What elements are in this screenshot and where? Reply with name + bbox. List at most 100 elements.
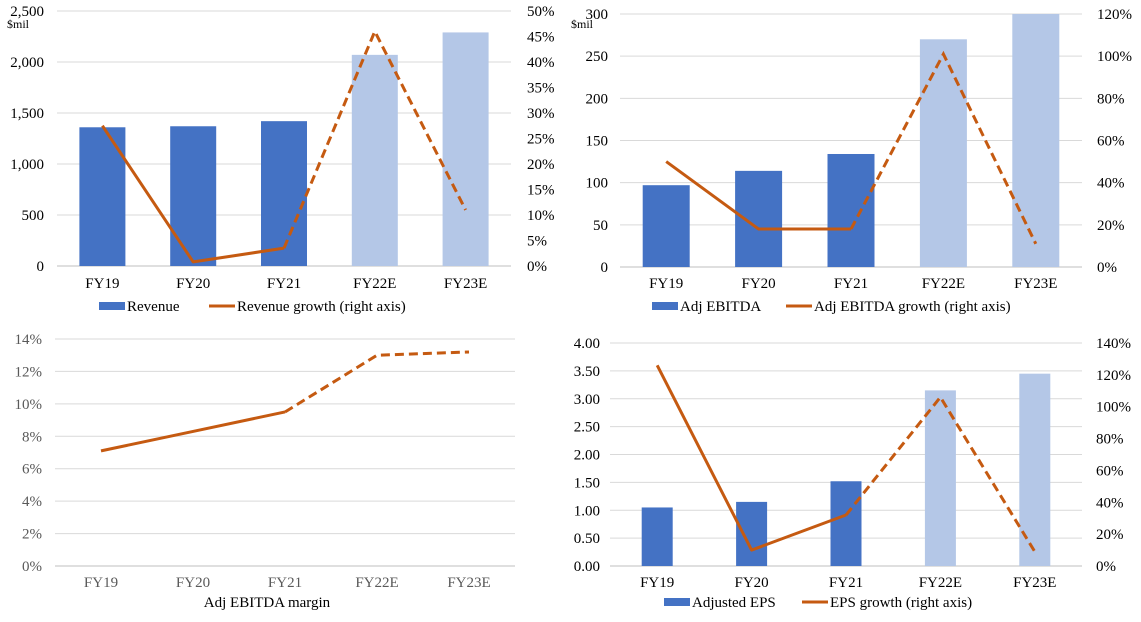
y-left-tick-label: 12% [15, 364, 43, 380]
x-category-label: FY20 [176, 575, 210, 591]
legend-label: Revenue growth (right axis) [237, 299, 406, 315]
y-right-tick-label: 80% [1097, 91, 1125, 107]
y-left-tick-label: 0% [22, 559, 42, 575]
y-left-tick-label: 0.50 [574, 531, 600, 547]
bar-fy20 [736, 501, 768, 566]
x-category-label: FY19 [85, 276, 119, 292]
y-left-tick-label: 2,500 [10, 4, 44, 20]
chart-panel-2: 0 50 100 150 200 250 300 0% 20% 40% 60% 80% 100% 120%… [571, 7, 1132, 315]
x-category-label: FY23E [447, 575, 490, 591]
y-right-tick-label: 50% [527, 4, 555, 20]
x-category-label: FY22E [353, 276, 396, 292]
y-right-tick-label: 20% [527, 157, 555, 173]
y-left-tick-label: 3.50 [574, 364, 600, 380]
x-category-label: FY23E [1013, 575, 1056, 591]
line-series-estimate [844, 394, 1037, 553]
y-left-tick-label: 200 [586, 91, 609, 107]
x-category-label: FY21 [268, 575, 302, 591]
y-left-tick-label: 2.00 [574, 448, 600, 464]
chart-panel-3: 0% 2% 4% 6% 8% 10% 12% 14% FY19 FY20 FY21 FY22E FY23… [15, 332, 515, 611]
y-right-tick-label: 60% [1097, 134, 1125, 150]
legend-label: Adj EBITDA margin [204, 595, 331, 611]
y-left-tick-label: 2.50 [574, 420, 600, 436]
y-left-tick-label: 8% [22, 429, 42, 445]
legend-label: Adj EBITDA growth (right axis) [814, 299, 1011, 315]
legend-bar-swatch [664, 598, 690, 606]
y-right-tick-label: 40% [1096, 495, 1124, 511]
y-left-tick-label: 0.00 [574, 559, 600, 575]
y-left-tick-label: 500 [22, 208, 45, 224]
y-right-tick-label: 5% [527, 234, 547, 250]
y-right-tick-label: 100% [1096, 400, 1131, 416]
bar-fy21 [261, 121, 307, 266]
y-left-tick-label: 100 [586, 176, 609, 192]
legend-label: Revenue [127, 299, 180, 315]
x-category-label: FY22E [355, 575, 398, 591]
bar-fy20 [170, 126, 217, 266]
legend-label: Adj EBITDA [680, 299, 761, 315]
line-series-estimate [284, 350, 470, 414]
y-left-tick-label: 1,000 [10, 157, 44, 173]
bar-fy23e [442, 32, 489, 266]
x-category-label: FY23E [1014, 276, 1057, 292]
y-right-tick-label: 20% [1097, 218, 1125, 234]
x-category-label: FY19 [84, 575, 118, 591]
y-unit-label: $mil [7, 17, 30, 31]
y-right-tick-label: 120% [1097, 7, 1132, 23]
x-category-label: FY20 [742, 276, 776, 292]
bar-fy22e [924, 390, 956, 566]
y-left-tick-label: 1.00 [574, 503, 600, 519]
y-right-tick-label: 100% [1097, 49, 1132, 65]
x-category-label: FY21 [834, 276, 868, 292]
bar-fy19 [642, 185, 690, 267]
y-right-tick-label: 35% [527, 81, 555, 97]
bar-fy20 [735, 170, 783, 267]
x-category-label: FY19 [640, 575, 674, 591]
y-right-tick-label: 80% [1096, 432, 1124, 448]
y-right-tick-label: 140% [1096, 336, 1131, 352]
bar-fy23e [1019, 373, 1051, 566]
y-left-tick-label: 4% [22, 494, 42, 510]
y-right-tick-label: 120% [1096, 368, 1131, 384]
y-left-tick-label: 300 [586, 7, 609, 23]
bar-fy22e [351, 54, 398, 266]
y-left-tick-label: 150 [586, 134, 609, 150]
bar-fy23e [1012, 14, 1060, 267]
y-left-tick-label: 50 [593, 218, 608, 234]
y-left-tick-label: 2% [22, 527, 42, 543]
legend-bar-swatch [99, 302, 125, 310]
y-left-tick-label: 3.00 [574, 392, 600, 408]
y-left-tick-label: 250 [586, 49, 609, 65]
y-left-tick-label: 0 [601, 260, 609, 276]
y-left-tick-label: 2,000 [10, 55, 44, 71]
x-category-label: FY21 [829, 575, 863, 591]
y-right-tick-label: 60% [1096, 463, 1124, 479]
x-category-label: FY20 [176, 276, 210, 292]
legend-label: EPS growth (right axis) [830, 595, 972, 611]
chart-panel-1: 0 500 1,000 1,500 2,000 2,500 0% 5% 10% 15% 20% 25%… [7, 4, 555, 315]
legend-bar-swatch [652, 302, 678, 310]
x-category-label: FY20 [735, 575, 769, 591]
y-left-tick-label: 1.50 [574, 475, 600, 491]
chart-panel-4: 0.00 0.50 1.00 1.50 2.00 2.50 3.00 3.50 4.00 0% 20… [574, 336, 1131, 611]
y-left-tick-label: 4.00 [574, 336, 600, 352]
y-right-tick-label: 30% [527, 106, 555, 122]
y-right-tick-label: 25% [527, 132, 555, 148]
x-category-label: FY22E [919, 575, 962, 591]
y-left-tick-label: 0 [37, 259, 45, 275]
x-category-label: FY19 [649, 276, 683, 292]
y-unit-label: $mil [571, 17, 594, 31]
y-right-tick-label: 45% [527, 30, 555, 46]
legend-label: Adjusted EPS [692, 595, 776, 611]
bar-fy21 [830, 481, 862, 566]
y-right-tick-label: 10% [527, 208, 555, 224]
x-category-label: FY22E [922, 276, 965, 292]
x-category-label: FY21 [267, 276, 301, 292]
y-right-tick-label: 20% [1096, 527, 1124, 543]
y-left-tick-label: 14% [15, 332, 43, 348]
y-left-tick-label: 1,500 [10, 106, 44, 122]
y-left-tick-label: 10% [15, 397, 43, 413]
bar-fy22e [919, 39, 967, 267]
y-right-tick-label: 40% [527, 55, 555, 71]
